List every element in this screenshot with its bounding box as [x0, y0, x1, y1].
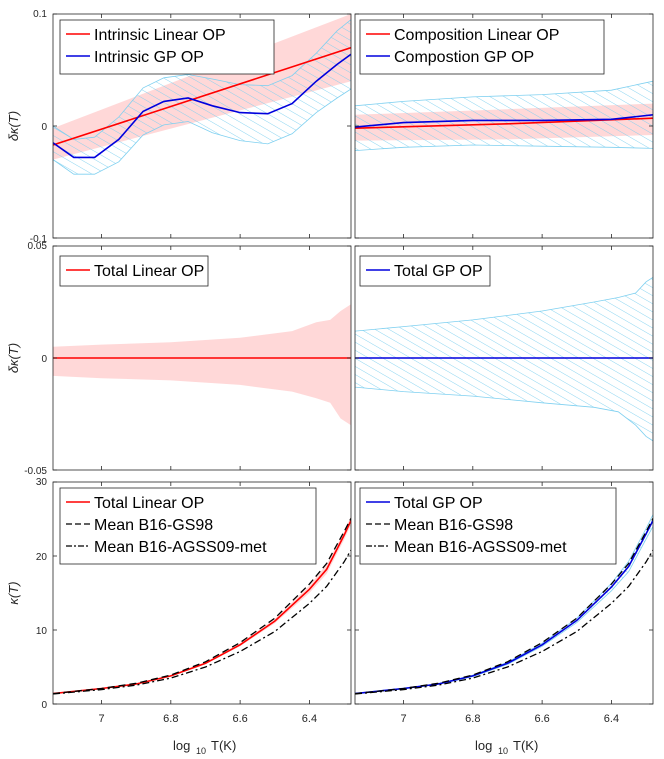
plot-area — [355, 514, 653, 695]
gp-op-line — [355, 114, 653, 128]
panel-bottom-right: 7 6.8 6.6 6.4 Total GP OP Mean B16-GS98 Mean B… — [354, 481, 654, 725]
y-tick-label: 30 — [36, 477, 48, 488]
x-axis-label-right: log 10 T(K) — [475, 738, 538, 756]
x-tick-label: 7 — [98, 713, 104, 725]
mean-agss09-line — [355, 549, 653, 695]
axes-frame — [52, 481, 352, 705]
legend-entry: Mean B16-GS98 — [94, 517, 213, 534]
panel-mid-right: Total GP OP — [354, 245, 654, 471]
x-tick-label: 6.6 — [534, 713, 549, 725]
axes-frame — [354, 481, 654, 705]
legend-entry: Mean B16-GS98 — [394, 517, 513, 534]
x-tick-label: 6.4 — [302, 713, 317, 725]
x-label-tail: T(K) — [211, 738, 236, 753]
y-tick-label: -0.05 — [24, 466, 47, 477]
x-label-sub: 10 — [196, 746, 206, 756]
y-tick-label: 20 — [36, 552, 48, 563]
panels-group: 0.10-0.1δκ(T)Intrinsic Linear OPIntrinsi… — [6, 9, 654, 725]
x-tick-label: 6.8 — [465, 713, 480, 725]
y-axis-label: κ(T) — [6, 581, 21, 604]
legend: Total Linear OP Mean B16-GS98 Mean B16-AGS… — [59, 487, 317, 565]
plot-area — [53, 516, 351, 695]
gp-uncertainty-band — [355, 80, 653, 152]
x-axis-label-left: log 10 T(K) — [173, 738, 236, 756]
legend-entry: Total GP OP — [394, 495, 483, 512]
panel-top-left: 0.10-0.1δκ(T)Intrinsic Linear OPIntrinsi… — [6, 9, 352, 245]
y-axis-label: δκ(T) — [6, 111, 21, 141]
plot-area — [355, 276, 653, 442]
legend-entry: Mean B16-AGSS09-met — [94, 539, 267, 556]
legend-entry: Total Linear OP — [94, 495, 204, 512]
mean-agss09-line — [53, 549, 351, 695]
y-tick-label: 0 — [41, 700, 47, 711]
panel-mid-left: 0.05 0 -0.05 δκ(T) Total Linear OP — [6, 241, 352, 477]
legend-entry: Compostion GP OP — [394, 49, 534, 66]
y-tick-label: 0 — [41, 354, 47, 365]
legend-entry: Intrinsic GP OP — [94, 49, 204, 66]
legend-entry: Intrinsic Linear OP — [94, 27, 226, 44]
plot-area — [53, 14, 351, 175]
x-label-main: log — [173, 738, 190, 753]
legend: Total GP OP — [359, 255, 491, 287]
legend-entry: Composition Linear OP — [394, 27, 559, 44]
legend-entry: Mean B16-AGSS09-met — [394, 539, 567, 556]
legend-entry: Total Linear OP — [94, 263, 204, 280]
panel-bottom-left: 7 6.8 6.6 6.4 30 20 10 0 κ(T) Total Linear OP Mean… — [6, 477, 352, 725]
x-tick-label: 7 — [400, 713, 406, 725]
x-label-tail: T(K) — [513, 738, 538, 753]
y-tick-label: 0 — [41, 122, 47, 133]
y-tick-label: 0.1 — [33, 9, 47, 20]
plot-area — [53, 304, 351, 426]
legend-entry: Total GP OP — [394, 263, 483, 280]
gp-uncertainty-band — [355, 276, 653, 442]
legend-box — [59, 255, 209, 287]
linear-op-line — [53, 46, 351, 146]
gp-op-line — [53, 53, 351, 159]
legend: Total Linear OP — [59, 255, 209, 287]
x-label-sub: 10 — [498, 746, 508, 756]
legend-box — [359, 255, 491, 287]
legend-box — [359, 19, 605, 75]
mean-gs98-line — [355, 518, 653, 695]
legend-box — [359, 487, 617, 565]
legend: Composition Linear OP Compostion GP OP — [359, 19, 605, 75]
y-tick-label: 0.05 — [28, 241, 48, 252]
mean-gs98-line — [53, 518, 351, 695]
x-tick-label: 6.6 — [232, 713, 247, 725]
x-tick-label: 6.4 — [604, 713, 619, 725]
legend: Intrinsic Linear OP Intrinsic GP OP — [59, 19, 275, 75]
panel-top-right: Composition Linear OP Compostion GP OP — [354, 13, 654, 239]
legend-box — [59, 487, 317, 565]
y-axis-label: δκ(T) — [6, 343, 21, 373]
legend: Total GP OP Mean B16-GS98 Mean B16-AGSS09-… — [359, 487, 617, 565]
plot-area — [355, 80, 653, 152]
y-tick-label: 10 — [36, 626, 48, 637]
y-tick-label: -0.1 — [30, 234, 48, 245]
x-tick-label: 6.8 — [163, 713, 178, 725]
legend-box — [59, 19, 275, 75]
linear-uncertainty-band — [53, 304, 351, 426]
x-label-main: log — [475, 738, 492, 753]
